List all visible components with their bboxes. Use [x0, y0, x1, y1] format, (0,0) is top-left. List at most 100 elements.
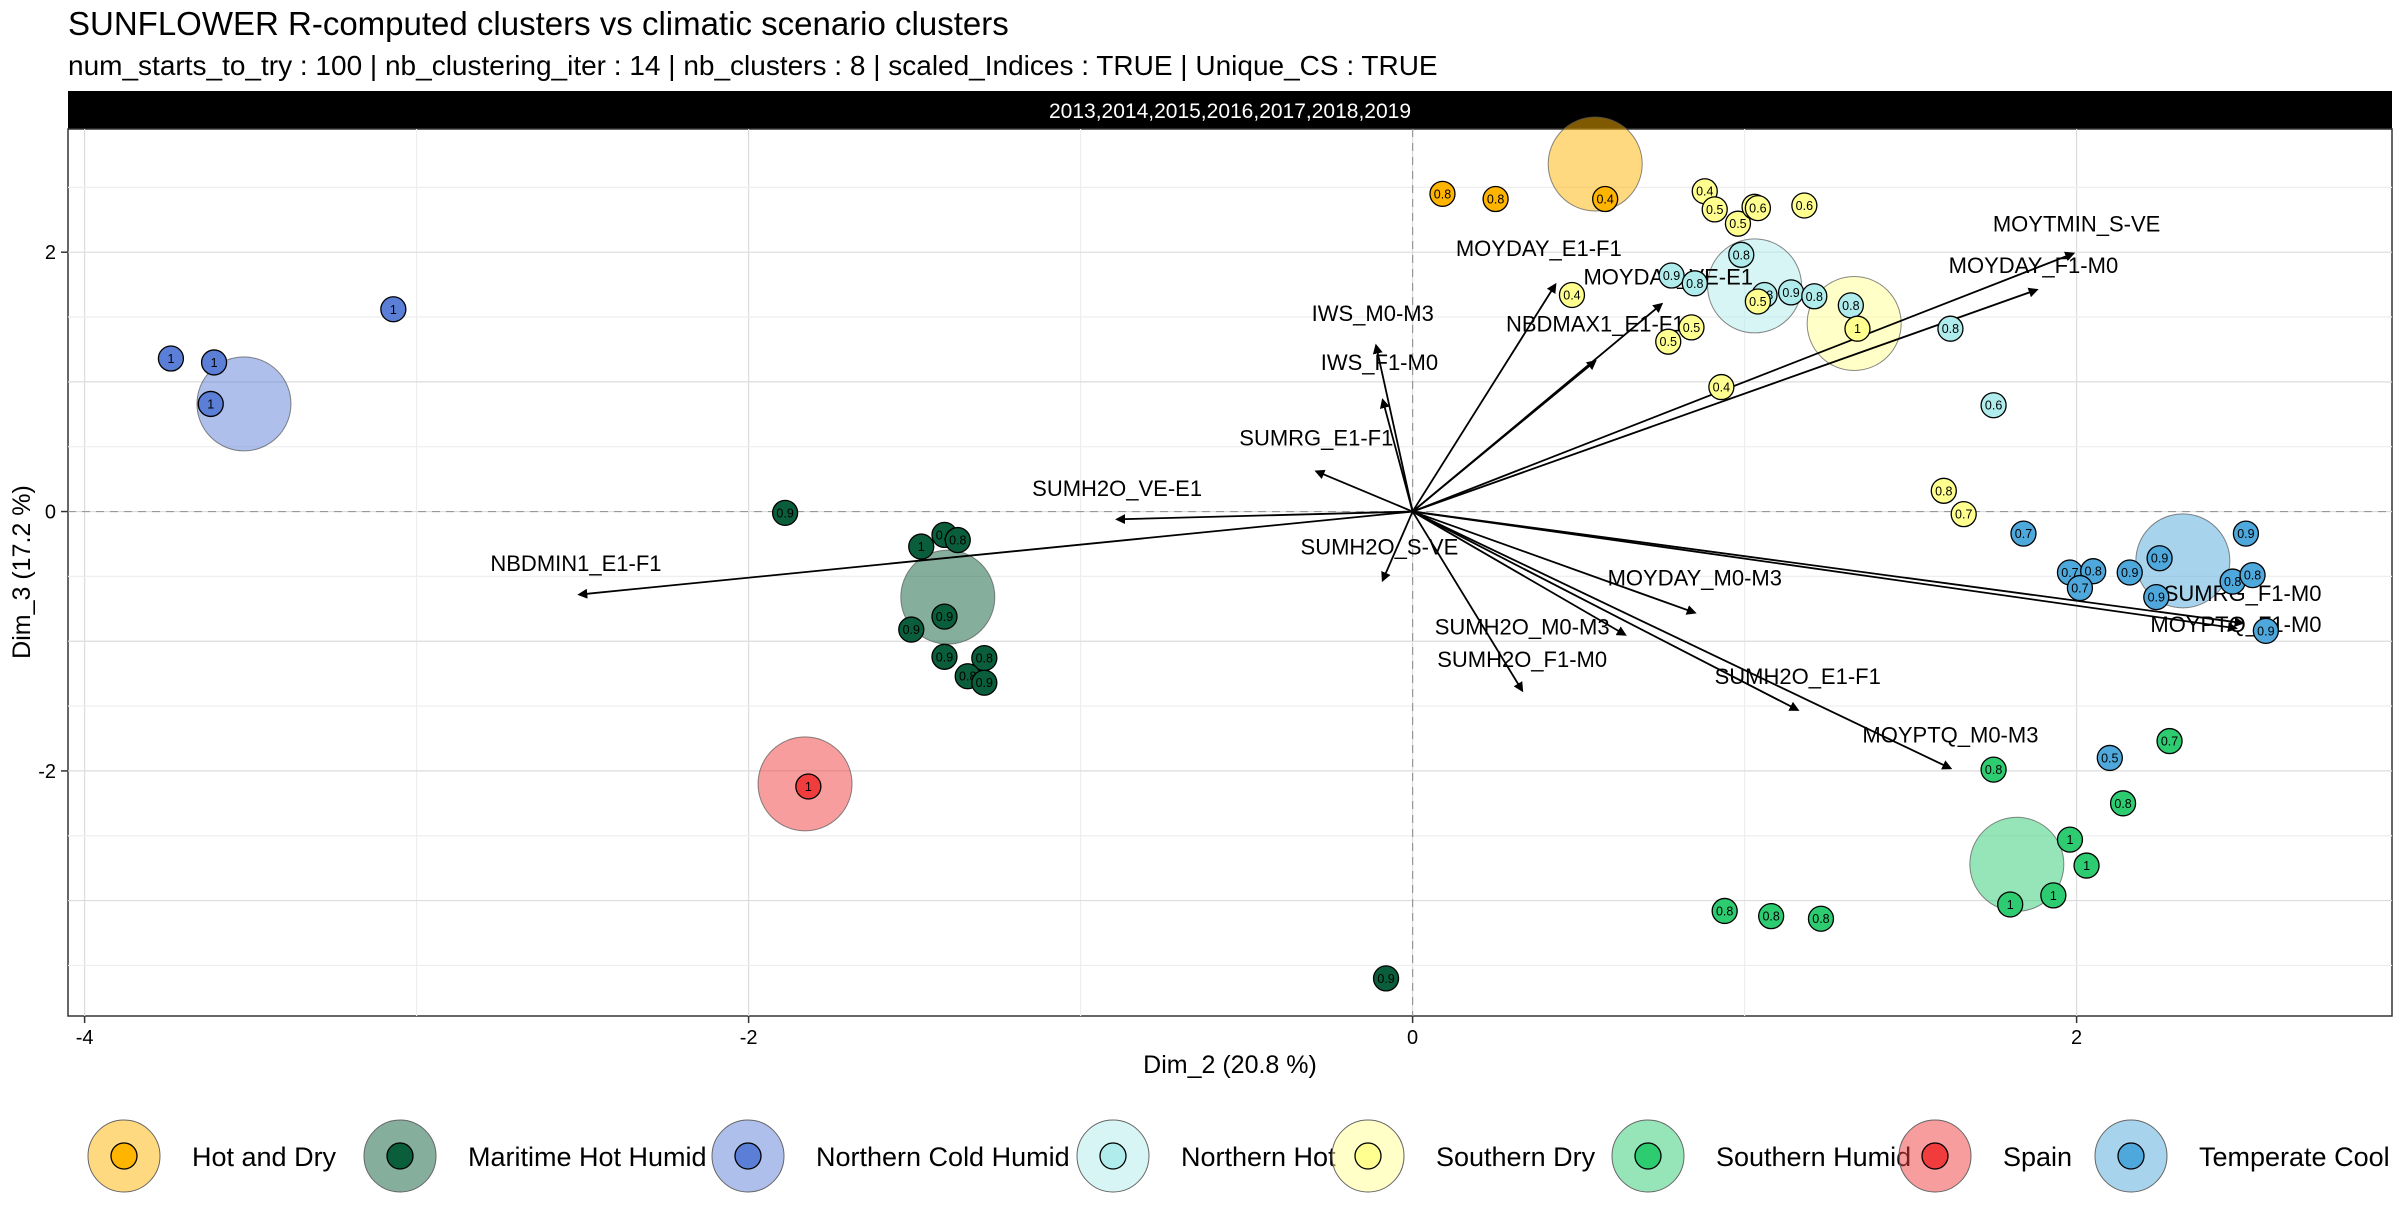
point-label: 0.7: [2161, 735, 2178, 749]
point-label: 0.8: [2224, 575, 2241, 589]
point-label: 1: [167, 352, 174, 366]
point-label: 0.9: [903, 623, 920, 637]
point-label: 0.5: [1706, 203, 1723, 217]
point-label: 0.6: [1985, 399, 2002, 413]
point-label: 0.9: [2237, 527, 2254, 541]
variable-arrow: [1411, 511, 1524, 693]
point-label: 0.8: [1935, 484, 1952, 498]
axis-ticks: -4 -2 0 2 2 0 -2: [38, 242, 2082, 1049]
point-label: 0.8: [1716, 904, 1733, 918]
legend-label: Temperate Cool: [2199, 1142, 2390, 1172]
legend-label: Southern Humid: [1716, 1142, 1911, 1172]
data-point: [2143, 583, 2170, 611]
point-label: 0.6: [1749, 202, 1766, 216]
legend: Hot and Dry Maritime Hot Humid Northern Co…: [87, 1119, 2390, 1193]
x-tick-label: -4: [76, 1027, 94, 1049]
legend-item: Southern Humid: [1611, 1119, 1911, 1193]
data-point: [2040, 882, 2067, 909]
point-label: 0.8: [2085, 565, 2102, 579]
point-label: 1: [918, 540, 925, 554]
data-point: [1372, 965, 1400, 992]
arrow-label: MOYDAY_E1-F1: [1456, 236, 1622, 261]
arrow-label: SUMH2O_S-VE: [1301, 534, 1459, 559]
chart-subtitle: num_starts_to_try : 100 | nb_clustering_…: [68, 50, 1438, 81]
point-label: 0.8: [1806, 290, 1823, 304]
point-label: 0.9: [976, 676, 993, 690]
legend-label: Northern Hot: [1181, 1142, 1336, 1172]
legend-label: Maritime Hot Humid: [468, 1142, 707, 1172]
legend-label: Southern Dry: [1436, 1142, 1596, 1172]
data-point: [200, 349, 228, 376]
legend-item: Spain: [1898, 1119, 2072, 1193]
centroid-circle: [1547, 116, 1643, 212]
legend-point-key: [2117, 1142, 2145, 1170]
arrow-label: MOYDAY_F1-M0: [1949, 253, 2119, 278]
variable-arrow: [1412, 510, 2245, 627]
data-point: [2146, 545, 2173, 572]
legend-item: Northern Cold Humid: [711, 1119, 1070, 1193]
point-label: 1: [211, 356, 218, 370]
point-label: 0.9: [2148, 591, 2165, 605]
legend-point-key: [386, 1142, 414, 1170]
legend-item: Maritime Hot Humid: [363, 1119, 707, 1193]
point-label: 0.8: [2114, 797, 2131, 811]
variable-arrow: [1115, 510, 1413, 525]
variable-arrow: [1412, 510, 1800, 711]
data-point: [197, 390, 224, 418]
point-label: 0.7: [2015, 527, 2032, 541]
variable-arrow: [1314, 469, 1413, 513]
x-tick-label: 2: [2071, 1027, 2082, 1049]
legend-point-key: [1354, 1142, 1382, 1170]
legend-point-key: [734, 1142, 762, 1170]
point-label: 0.9: [936, 610, 953, 624]
data-point: [1711, 897, 1738, 925]
point-label: 0.8: [949, 534, 966, 548]
arrow-label: NBDMIN1_E1-F1: [490, 551, 661, 576]
data-point: [1701, 196, 1728, 223]
arrow-label: NBDMAX1_E1-F1: [1506, 311, 1685, 336]
data-point: [157, 345, 185, 372]
point-label: 0.4: [1713, 381, 1730, 395]
point-label: 0.9: [1782, 286, 1799, 300]
variable-arrow: [1412, 251, 2076, 513]
point-label: 0.8: [1985, 763, 2002, 777]
data-point: [1744, 288, 1772, 315]
point-label: 0.8: [1762, 910, 1779, 924]
point-label: 0.7: [2071, 582, 2088, 596]
point-label: 0.9: [2151, 552, 2168, 566]
arrow-label: SUMH2O_F1-M0: [1437, 647, 1607, 672]
chart-title: SUNFLOWER R-computed clusters vs climati…: [68, 5, 1009, 42]
point-label: 0.5: [1660, 335, 1677, 349]
data-point: [2252, 617, 2279, 645]
point-label: 0.8: [1434, 187, 1451, 201]
data-point: [1937, 315, 1964, 342]
data-point: [1658, 262, 1685, 289]
x-axis-title: Dim_2 (20.8 %): [1143, 1051, 1317, 1079]
data-point: [1592, 185, 1619, 213]
data-point: [1744, 194, 1772, 222]
data-point: [2156, 727, 2183, 755]
data-point: [944, 526, 971, 554]
data-point: [1844, 315, 1871, 342]
y-axis-title: Dim_3 (17.2 %): [8, 485, 36, 659]
data-point: [1482, 185, 1509, 213]
data-point: [1429, 180, 1456, 207]
legend-label: Hot and Dry: [192, 1142, 337, 1172]
point-label: 1: [390, 303, 397, 317]
data-point: [1758, 902, 1785, 930]
point-label: 0.8: [976, 652, 993, 666]
arrow-label: SUMH2O_VE-E1: [1032, 476, 1202, 501]
data-point: [931, 643, 958, 670]
data-point: [2066, 574, 2094, 602]
data-point: [1791, 192, 1818, 219]
data-point: [1807, 905, 1835, 932]
data-point: [1997, 891, 2024, 918]
data-point: [1801, 283, 1828, 310]
point-label: 0.8: [1842, 299, 1859, 313]
legend-point-key: [110, 1142, 138, 1170]
data-point: [898, 616, 925, 643]
point-label: 0.5: [1749, 295, 1766, 309]
data-point: [2096, 744, 2123, 772]
point-label: 0.5: [1729, 217, 1746, 231]
point-label: 0.4: [1596, 193, 1613, 207]
